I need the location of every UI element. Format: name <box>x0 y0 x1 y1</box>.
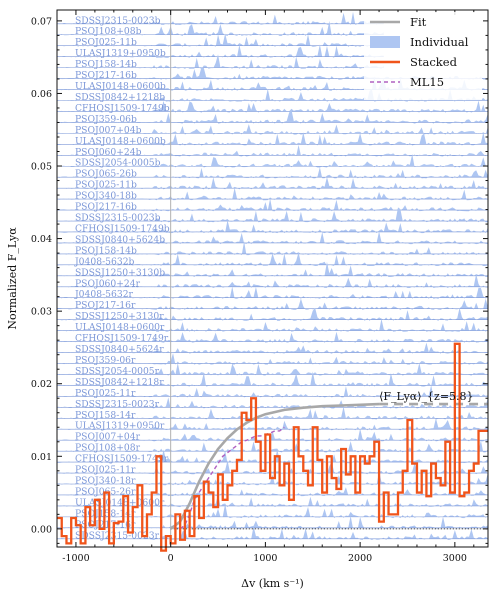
y-tick-label: 0.03 <box>31 307 52 318</box>
individual-spectrum-label: PSOJ158-14b <box>75 59 137 70</box>
x-tick-label: 3000 <box>443 553 467 564</box>
individual-spectrum-fill <box>57 44 384 58</box>
individual-spectrum-fill <box>57 167 488 179</box>
individual-spectrum-label: PSOJ060+24b <box>75 147 142 158</box>
x-tick-label: 1000 <box>253 553 277 564</box>
individual-spectrum-label: SDSSJ0840+5624b <box>75 234 165 245</box>
individual-spectrum-fill <box>57 187 488 201</box>
y-tick-label: 0.01 <box>31 452 52 463</box>
mean-flux-annotation: ⟨F_Lyα⟩_{z=5.8} <box>379 390 473 403</box>
legend-label: Stacked <box>410 55 458 69</box>
individual-spectrum-label: PSOJ065-26b <box>75 169 137 180</box>
individual-spectrum-fill <box>57 406 488 420</box>
individual-spectrum-label: SDSSJ2315-0023b <box>75 213 161 224</box>
individual-spectrum-label: SDSSJ2054-0005b <box>75 158 161 169</box>
individual-spectrum-fill <box>57 487 488 497</box>
individual-spectrum-label: PSOJ007+04r <box>75 432 141 443</box>
individual-spectrum-label: ULASJ0148+0600r <box>75 322 165 333</box>
y-tick-label: 0.02 <box>31 379 52 390</box>
individual-spectrum-label: PSOJ340-18b <box>75 191 137 202</box>
model-lines: ⟨F_Lyα⟩_{z=5.8} <box>57 10 488 552</box>
individual-spectrum-label: SDSSJ2315-0023r <box>75 399 160 410</box>
individual-spectrum-label: SDSSJ2315-0023b <box>75 15 161 26</box>
individual-spectrum-label: PSOJ108+08b <box>75 26 142 37</box>
individual-spectrum-label: ULASJ1319+0950b <box>75 48 166 59</box>
fit-line <box>169 402 380 530</box>
x-axis-label: Δv (km s⁻¹) <box>241 577 304 590</box>
x-tick-label: 2000 <box>348 553 372 564</box>
individual-spectrum-label: PSOJ007+04b <box>75 125 142 136</box>
individual-spectrum-fill <box>57 286 488 299</box>
individual-spectrum-fill <box>57 526 488 540</box>
individual-spectrum-label: PSOJ025-11r <box>75 465 136 476</box>
individual-spectrum-fill <box>57 20 384 36</box>
individual-spectrum-fill <box>57 177 488 190</box>
individual-spectrum-label: CFHQSJ1509-1749b <box>75 223 170 234</box>
individual-spectrum-label: SDSSJ1250+3130r <box>75 311 164 322</box>
individual-spectrum-label: CFHQSJ1509-1749r <box>75 454 169 465</box>
individual-spectrum-label: PSOJ217-16b <box>75 70 137 81</box>
individual-spectrum-fill <box>57 449 488 464</box>
individual-spectrum-label: PSOJ158-14r <box>75 410 136 421</box>
individual-spectrum-label: SDSSJ0842+1218r <box>75 377 164 388</box>
legend-label: ML15 <box>410 75 444 89</box>
individual-spectrum-label: J0408-5632r <box>74 289 134 300</box>
individual-spectrum-label: PSOJ217-16b <box>75 202 137 213</box>
individual-spectrum-fill <box>57 371 488 387</box>
y-tick-label: 0.00 <box>31 524 52 535</box>
individual-spectrum-fill <box>57 144 488 157</box>
legend-box <box>364 12 482 100</box>
y-tick-label: 0.04 <box>31 234 52 245</box>
legend: Fit Individual Stacked ML15 <box>364 12 482 100</box>
individual-spectrum-label: J0408-5632b <box>74 256 135 267</box>
individual-spectrum-label: PSOJ158-14b <box>75 245 137 256</box>
individual-spectrum-label: CFHQSJ1509-1749r <box>75 333 169 344</box>
individual-spectrum-fill <box>57 67 488 80</box>
individual-spectrum-label: PSOJ060+24r <box>75 278 141 289</box>
individual-spectrum-label: PSOJ217-16r <box>75 300 136 311</box>
individual-spectrum-label: ULASJ0148+0600r <box>75 497 165 508</box>
y-axis-label: Normalized F_Lyα <box>6 227 19 330</box>
y-tick-label: 0.05 <box>31 162 52 173</box>
individual-spectrum-label: PSOJ340-18r <box>75 476 136 487</box>
plot-frame <box>56 9 489 548</box>
individual-spectrum-label: PSOJ108+08r <box>75 443 141 454</box>
individual-spectrum-fill <box>57 231 488 245</box>
individual-spectrum-label: CFHQSJ1509-1749b <box>75 103 170 114</box>
individual-spectrum-label: SDSSJ2054-0005r <box>75 366 160 377</box>
individual-spectrum-fill <box>57 440 488 453</box>
individual-spectrum-label: PSOJ025-11b <box>75 37 137 48</box>
individual-spectrum-fill <box>57 220 488 234</box>
y-tick-label: 0.06 <box>31 89 52 100</box>
individual-spectrum-label: ULASJ0148+0600b <box>75 136 166 147</box>
individual-spectrum-label: PSOJ025-11r <box>75 388 136 399</box>
individual-spectrum-fill <box>57 252 488 267</box>
individual-spectrum-fill <box>57 318 488 332</box>
individual-spectrum-fill <box>57 33 384 47</box>
individual-spectrum-fill <box>57 261 488 278</box>
y-tick-label: 0.07 <box>31 16 52 27</box>
individual-spectrum-label: SDSSJ1250+3130b <box>75 267 165 278</box>
legend-label: Fit <box>410 15 427 29</box>
x-tick-label: 0 <box>168 553 174 564</box>
stacked-line <box>57 342 488 552</box>
individual-spectrum-label: SDSSJ2315-0023r <box>75 530 160 541</box>
individual-spectrum-label: ULASJ0148+0600b <box>75 81 166 92</box>
individual-spectrum-label: PSOJ359-06b <box>75 114 137 125</box>
individual-spectrum-fill <box>57 428 488 442</box>
individual-spectrum-label: PSOJ025-11b <box>75 180 137 191</box>
individual-spectrum-fill <box>57 100 488 113</box>
individual-spectrum-fill <box>57 307 488 321</box>
axes: -1000 0 1000 2000 3000 0.00 0.01 0.02 0.03 0.04 0.… <box>6 9 489 590</box>
individual-spectrum-label: SDSSJ0842+1218b <box>75 92 165 103</box>
individual-spectrum-label: PSOJ359-06r <box>75 355 136 366</box>
individual-spectrum-label: SDSSJ0840+5624r <box>75 344 164 355</box>
individual-spectrum-label: ULASJ1319+0950r <box>75 421 165 432</box>
legend-swatch-individual <box>370 36 400 48</box>
legend-label: Individual <box>410 35 469 49</box>
x-tick-label: -1000 <box>62 553 89 564</box>
